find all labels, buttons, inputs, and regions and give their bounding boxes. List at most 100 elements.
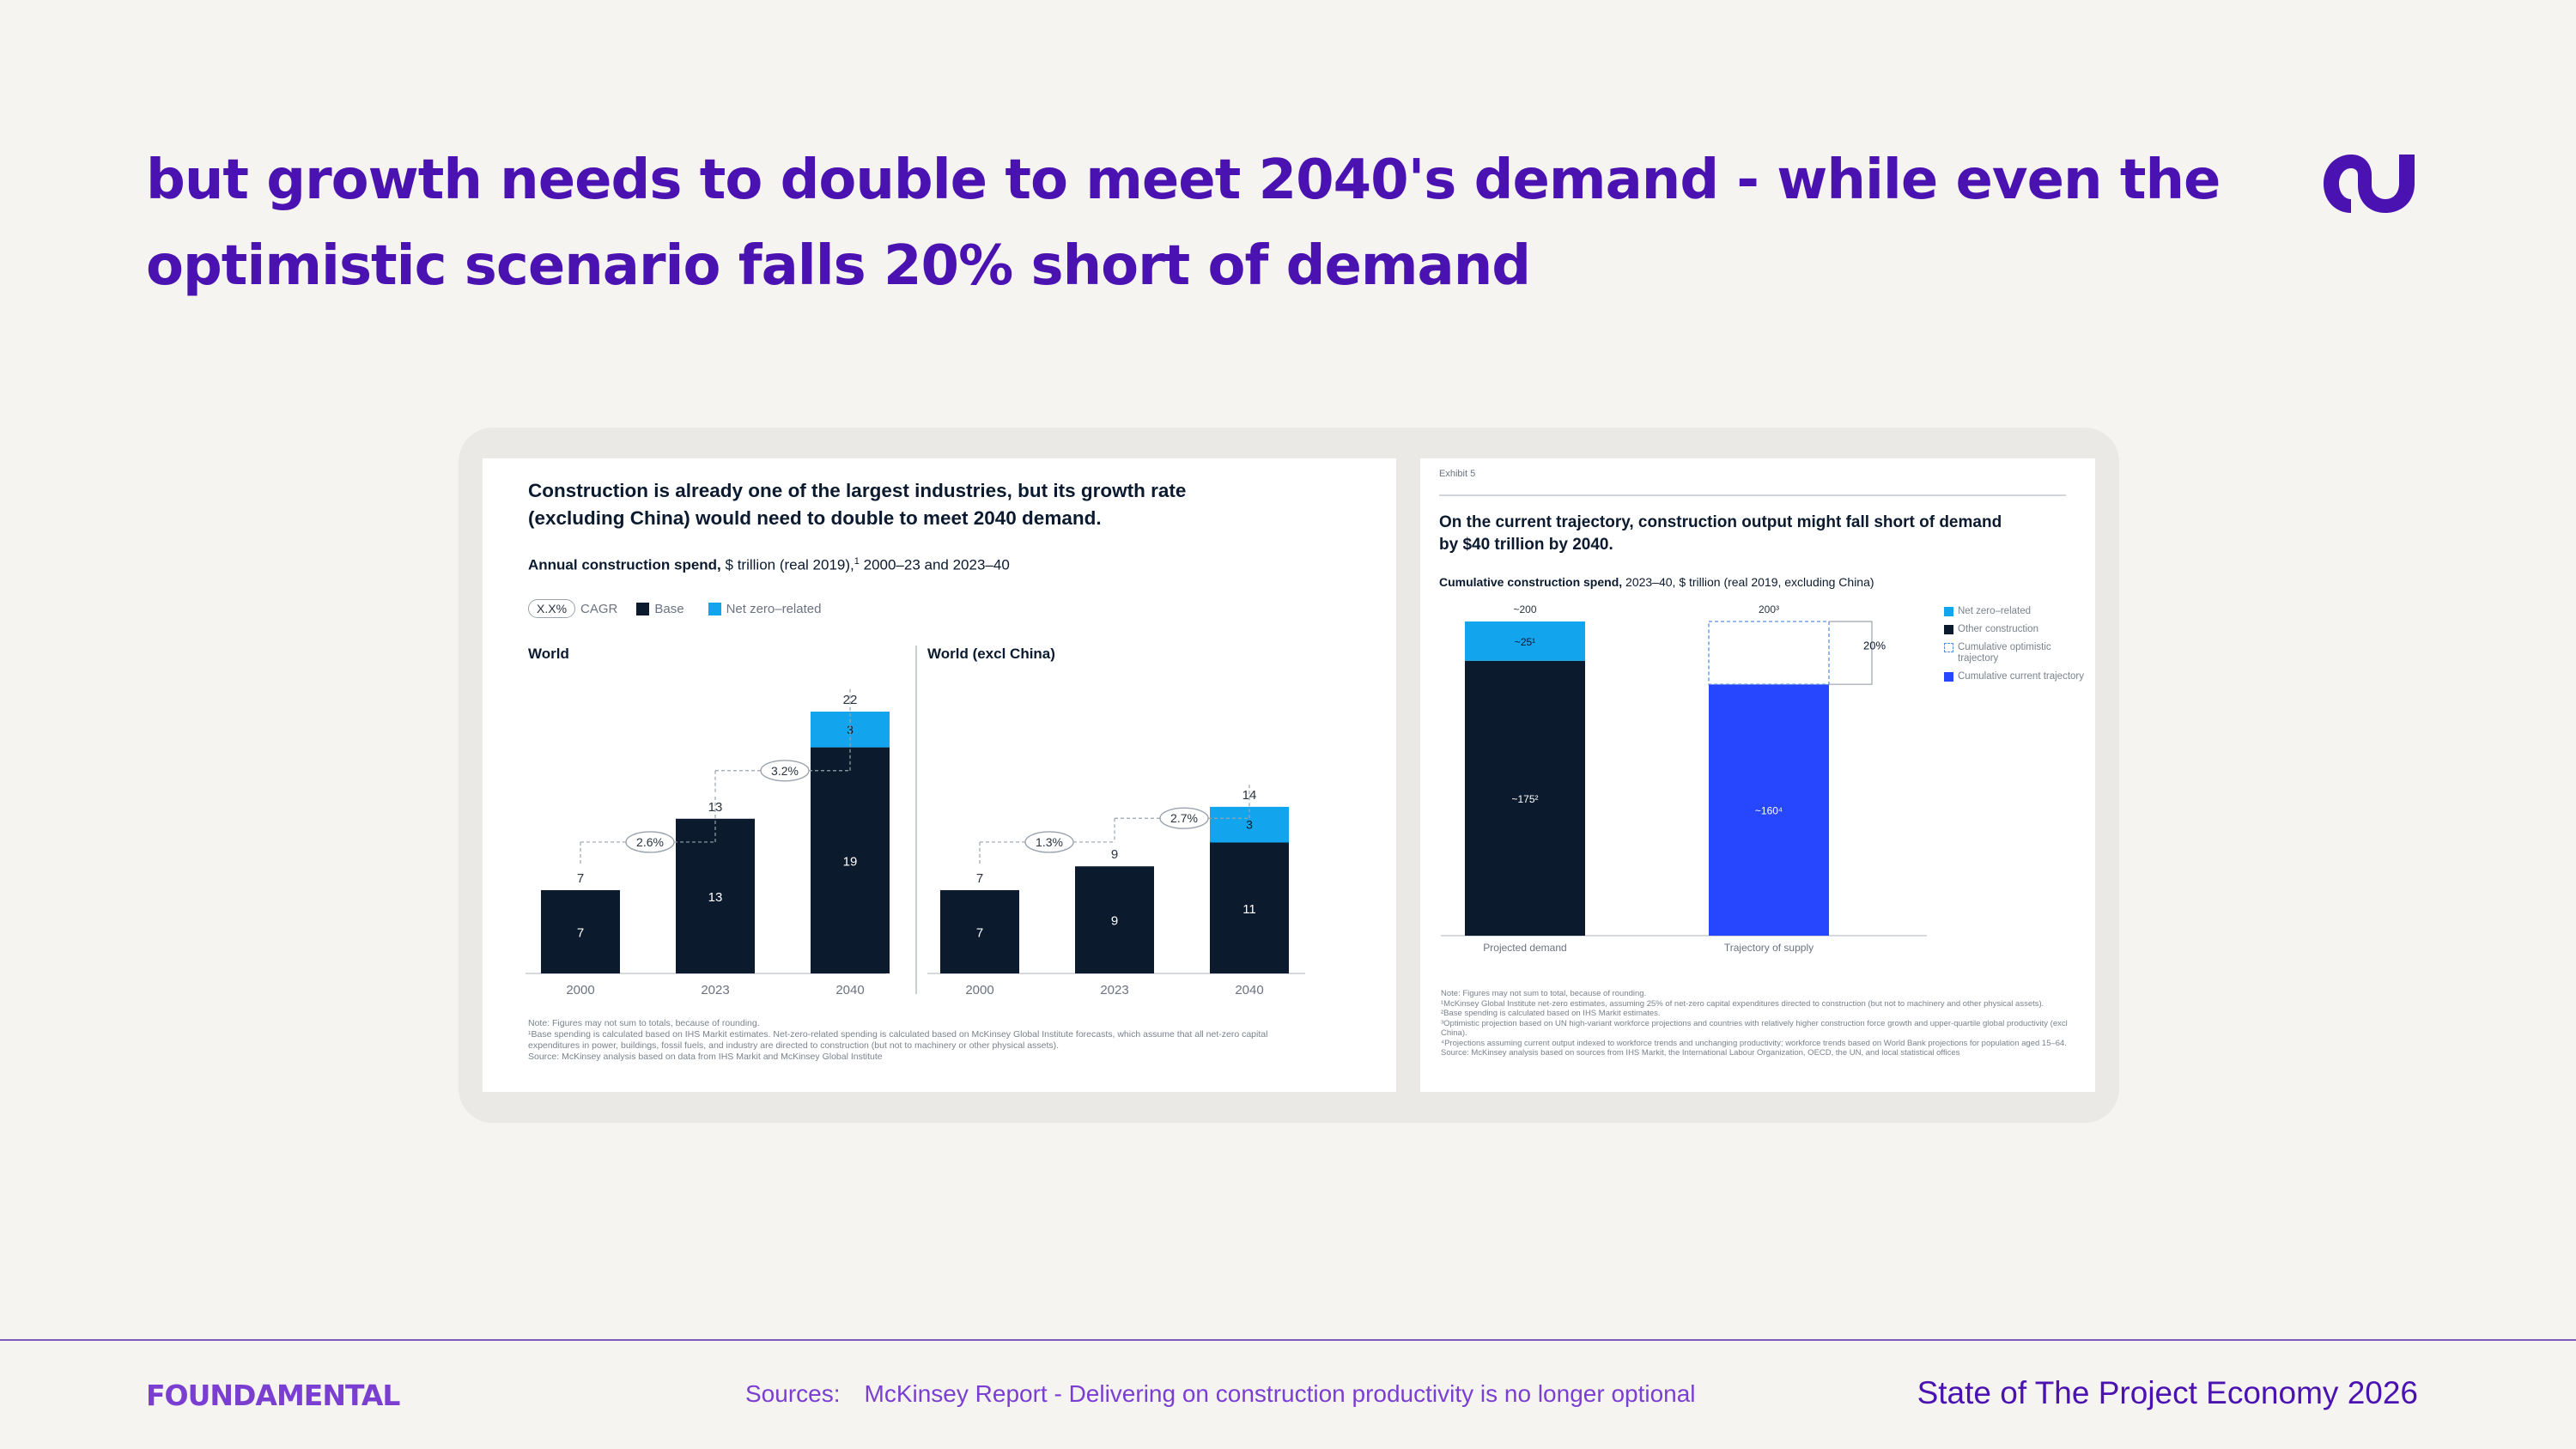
bar-other-label: ~175² [1511, 793, 1538, 805]
bar-base [676, 818, 755, 973]
bar-net-zero-label: 3 [847, 723, 854, 737]
footer-divider [0, 1339, 2576, 1341]
left-exhibit-panel: Construction is already one of the large… [483, 458, 1396, 1092]
legend-other: Other construction [1944, 624, 2090, 635]
gap-label: 20% [1863, 640, 1886, 652]
current-swatch [1944, 672, 1953, 682]
legend-current: Cumulative current trajectory [1944, 671, 2090, 682]
net-zero-legend-label: Net zero–related [726, 601, 822, 616]
left-subtitle-rest: $ trillion (real 2019), [720, 556, 854, 573]
cagr-pill [625, 831, 675, 853]
cagr-pill [760, 760, 810, 782]
bar-net-zero [1465, 621, 1585, 661]
exhibit-label: Exhibit 5 [1439, 469, 1476, 479]
cagr-label: 2.6% [636, 835, 664, 849]
bar-base-label: 9 [1111, 914, 1118, 929]
chart-divider [915, 646, 917, 994]
bar-net-zero-label: 3 [1246, 818, 1253, 832]
right-legend: Net zero–related Other construction Cumu… [1944, 606, 2090, 689]
bar-base-label: 13 [708, 890, 723, 905]
brand-logo-icon [2324, 155, 2415, 213]
bar-total-label: 200³ [1759, 603, 1779, 615]
right-note: ²Base spending is calculated based on IH… [1441, 1009, 1661, 1018]
bar-base-label: 7 [577, 925, 584, 940]
bar-total-label: 22 [843, 693, 858, 707]
right-note: ³Optimistic projection based on UN high-… [1441, 1018, 2068, 1039]
bar-net-zero-label: ~25¹ [1515, 636, 1535, 648]
right-exhibit-notes: Note: Figures may not sum to total, beca… [1441, 989, 2076, 1058]
left-subtitle-bold: Annual construction spend, [528, 556, 721, 573]
bar-total-label: 13 [708, 800, 723, 815]
left-exhibit-subtitle: Annual construction spend, $ trillion (r… [528, 556, 1010, 574]
legend-other-label: Other construction [1958, 624, 2038, 634]
world-excl-china-chart-title: World (excl China) [927, 646, 1055, 662]
slide-headline: but growth needs to double to meet 2040'… [146, 149, 2221, 298]
bar-other-construction [1465, 660, 1585, 936]
footer-brand: FOUNDAMENTAL [146, 1379, 400, 1412]
base-swatch [636, 602, 650, 615]
world-chart-title: World [528, 646, 569, 662]
bar-base-label: 7 [976, 925, 983, 940]
bar-current-label: ~160⁴ [1755, 805, 1783, 817]
right-exhibit-title: On the current trajectory, construction … [1439, 512, 2002, 556]
legend-optimistic-label: Cumulative optimistic trajectory [1958, 642, 2051, 664]
bar-base [940, 889, 1019, 973]
x-tick-label: Trajectory of supply [1724, 942, 1814, 954]
x-tick-label: 2023 [701, 983, 729, 997]
sources-text: McKinsey Report - Delivering on construc… [864, 1380, 1696, 1407]
cagr-label: 3.2% [771, 764, 799, 778]
base-legend-label: Base [654, 601, 684, 616]
left-exhibit-title: Construction is already one of the large… [528, 477, 1186, 532]
net-zero-swatch [708, 602, 721, 615]
exhibit-rule [1439, 494, 2066, 496]
cagr-legend-label: CAGR [580, 601, 618, 616]
left-subtitle-tail: 2000–23 and 2023–40 [859, 556, 1010, 573]
right-exhibit-panel: Exhibit 5 On the current trajectory, con… [1420, 458, 2095, 1092]
right-subtitle-bold: Cumulative construction spend, [1439, 575, 1623, 589]
cagr-pill [1024, 831, 1074, 853]
bar-base [1210, 842, 1289, 973]
bar-base [811, 747, 890, 973]
left-title-line-2: (excluding China) would need to double t… [528, 507, 1102, 529]
right-note: ⁴Projections assuming current output ind… [1441, 1038, 2067, 1048]
right-note: ¹McKinsey Global Institute net-zero esti… [1441, 998, 2044, 1009]
legend-optimistic: Cumulative optimistic trajectory [1944, 642, 2090, 664]
footer-report-title: State of The Project Economy 2026 [1917, 1375, 2418, 1410]
x-tick-label: 2000 [566, 983, 594, 997]
cagr-label: 1.3% [1036, 835, 1063, 849]
optimistic-swatch [1944, 643, 1953, 652]
left-exhibit-notes: Note: Figures may not sum to totals, bec… [528, 1018, 1301, 1063]
bar-total-label: 14 [1242, 788, 1257, 803]
x-tick-label: 2040 [835, 983, 864, 997]
right-subtitle-rest: 2023–40, $ trillion (real 2019, excludin… [1622, 575, 1874, 589]
footer-sources: Sources: McKinsey Report - Delivering on … [745, 1380, 1696, 1408]
left-note: Source: McKinsey analysis based on data … [528, 1052, 883, 1062]
legend-net-zero-label: Net zero–related [1958, 606, 2032, 616]
bar-current-trajectory [1709, 684, 1829, 936]
x-tick-label: 2040 [1235, 983, 1263, 997]
bar-net-zero [811, 712, 890, 748]
cagr-pill [1159, 807, 1209, 829]
annual-spend-bar-charts: 7 7 2000 13 13 2023 19 3 22 2040 2.6% 3.2% 7 7 2000 9 9 2… [526, 688, 1305, 997]
left-note: Note: Figures may not sum to totals, bec… [528, 1018, 760, 1028]
legend-current-label: Cumulative current trajectory [1958, 671, 2084, 682]
bar-total-label: 7 [976, 871, 983, 886]
x-tick-label: Projected demand [1483, 942, 1566, 954]
bar-base [1075, 866, 1154, 973]
net-zero-swatch [1944, 607, 1953, 616]
bar-base-label: 19 [843, 854, 858, 869]
bar-total-label: 7 [577, 871, 584, 886]
bar-net-zero [1210, 806, 1289, 843]
right-title-line-1: On the current trajectory, construction … [1439, 513, 2002, 531]
legend-net-zero: Net zero–related [1944, 606, 2090, 617]
other-swatch [1944, 625, 1953, 634]
bar-total-label: ~200 [1513, 603, 1536, 615]
cagr-label: 2.7% [1170, 811, 1198, 825]
cumulative-spend-chart: ~175² ~25¹ ~200 ~160⁴ 200³ 20% Projected deman… [1441, 603, 1927, 954]
cagr-legend-key: X.X% [528, 599, 576, 618]
right-exhibit-subtitle: Cumulative construction spend, 2023–40, … [1439, 575, 1874, 589]
bar-base [541, 889, 620, 973]
gap-bracket [1829, 621, 1873, 685]
right-note: Note: Figures may not sum to total, beca… [1441, 989, 1647, 998]
x-tick-label: 2000 [965, 983, 993, 997]
